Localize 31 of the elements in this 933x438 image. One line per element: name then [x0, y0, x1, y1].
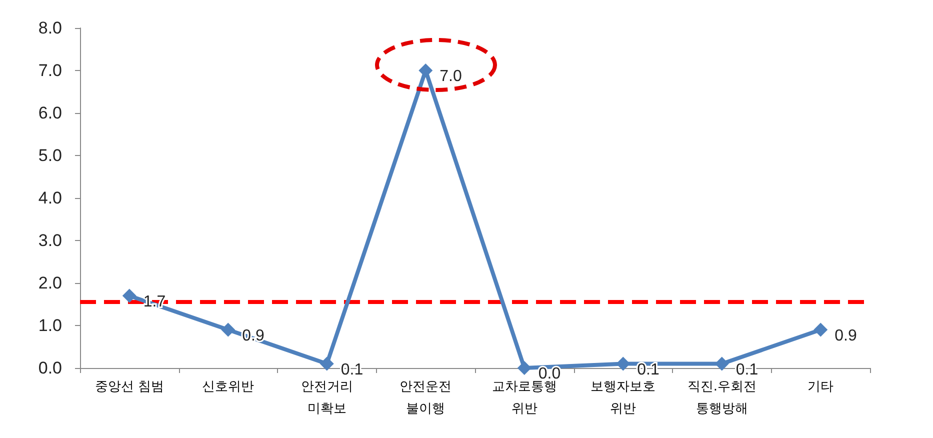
y-tick-label: 3.0 [38, 231, 62, 250]
y-tick-label: 8.0 [38, 18, 62, 38]
point [714, 356, 729, 371]
data-label: 7.0 [440, 68, 462, 85]
point [221, 322, 236, 337]
x-tick-label: 중앙선 침범 [94, 380, 164, 394]
y-tick-label: 4.0 [38, 188, 62, 208]
data-label: 0.9 [834, 327, 857, 344]
y-tick-label: 5.0 [38, 146, 62, 165]
y-tick-label: 0.0 [38, 358, 62, 378]
y-tick-label: 6.0 [38, 104, 62, 122]
point [122, 288, 136, 303]
x-tick-label: 교차로통행 위반 [492, 380, 557, 416]
data-label: 0.1 [637, 361, 660, 378]
point [814, 322, 828, 337]
data-label: 0.1 [736, 361, 758, 378]
x-tick-label: 직진.우회전 통행방해 [687, 380, 756, 416]
x-tick-label: 보행자보호 위반 [590, 380, 656, 416]
x-tick-label: 기타 [808, 380, 834, 394]
y-tick-label: 1.0 [38, 316, 62, 335]
point [517, 361, 532, 375]
data-label: 0.1 [340, 361, 364, 378]
x-tick-label: 신호위반 [202, 380, 254, 394]
y-tick-label: 7.0 [38, 61, 62, 80]
x-tick-label: 안전거리 미확보 [300, 380, 353, 416]
point [616, 356, 630, 371]
data-label: 1.7 [143, 293, 166, 310]
y-tick-label: 2.0 [38, 274, 62, 292]
x-tick-label: 안전운전 불이행 [400, 380, 452, 416]
point [320, 356, 334, 371]
point [418, 64, 433, 78]
